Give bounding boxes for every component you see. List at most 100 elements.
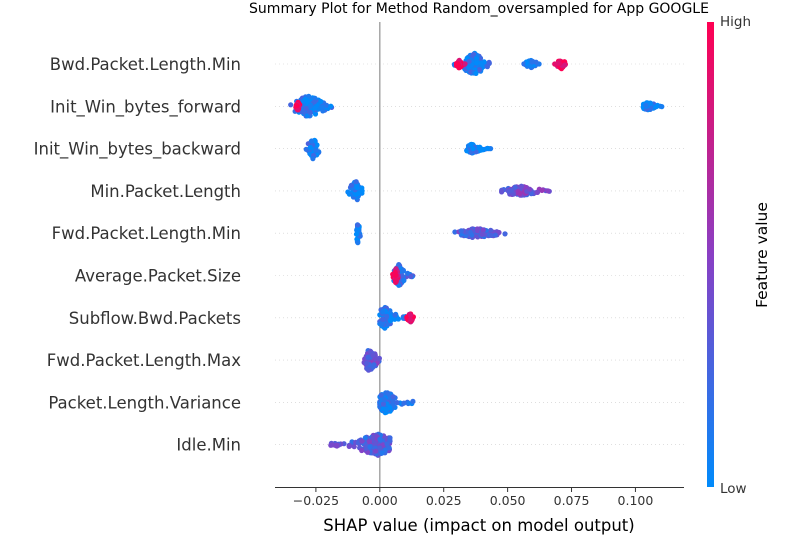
shap-point <box>307 103 313 109</box>
shap-point <box>392 312 398 318</box>
shap-point <box>395 316 401 322</box>
shap-point <box>647 100 653 106</box>
shap-point <box>377 445 383 451</box>
colorbar-high-label: High <box>720 14 751 30</box>
shap-point <box>365 449 371 455</box>
shap-point <box>303 105 309 111</box>
shap-point <box>469 232 475 238</box>
shap-point <box>362 435 368 441</box>
shap-point <box>334 442 340 448</box>
shap-point <box>363 445 369 451</box>
shap-point <box>359 438 365 444</box>
shap-point <box>521 61 527 67</box>
shap-point <box>470 146 476 152</box>
shap-point <box>518 184 524 190</box>
feature-label: Packet.Length.Variance <box>48 393 241 412</box>
shap-point <box>387 437 393 443</box>
shap-point <box>390 398 396 405</box>
shap-point <box>328 103 334 109</box>
shap-point <box>365 354 371 360</box>
feature-label: Fwd.Packet.Length.Min <box>52 224 241 243</box>
colorbar-title: Feature value <box>753 202 771 308</box>
shap-point <box>307 109 313 115</box>
shap-point <box>466 58 472 64</box>
shap-point <box>387 318 393 324</box>
x-tick-label: 0.025 <box>426 493 462 508</box>
feature-label: Idle.Min <box>176 436 241 455</box>
shap-point <box>380 401 387 407</box>
shap-point <box>353 231 360 237</box>
shap-point <box>304 98 310 104</box>
feature-label: Min.Packet.Length <box>90 182 241 201</box>
shap-point <box>367 444 373 450</box>
shap-point <box>318 98 324 105</box>
shap-point <box>492 232 498 238</box>
shap-point <box>379 450 385 456</box>
shap-point <box>304 113 310 119</box>
shap-point <box>383 406 390 413</box>
shap-point <box>475 228 481 234</box>
shap-point <box>345 189 351 195</box>
shap-point <box>384 313 390 319</box>
shap-point <box>659 104 665 110</box>
shap-point <box>384 441 390 447</box>
shap-point <box>488 232 494 238</box>
shap-point <box>330 442 336 448</box>
shap-point <box>380 442 386 448</box>
shap-point <box>410 398 416 404</box>
shap-point <box>484 145 491 151</box>
shap-point <box>393 279 399 285</box>
shap-point <box>378 392 384 398</box>
shap-point <box>512 184 518 190</box>
shap-point <box>469 62 475 68</box>
shap-point <box>545 188 551 194</box>
shap-point <box>376 355 382 361</box>
shap-point <box>392 272 399 278</box>
shap-point <box>396 262 402 268</box>
shap-point <box>370 352 376 358</box>
shap-point <box>476 67 482 73</box>
shap-point <box>377 436 383 442</box>
shap-point <box>359 447 365 454</box>
feature-label: Init_Win_bytes_forward <box>50 97 241 117</box>
shap-point <box>382 397 388 403</box>
x-tick-label: 0.100 <box>618 493 654 508</box>
shap-point <box>539 187 545 193</box>
x-tick-label: 0.000 <box>362 493 398 508</box>
shap-point <box>408 273 414 280</box>
shap-point <box>380 316 386 322</box>
shap-point <box>480 227 486 233</box>
shap-point <box>502 231 508 237</box>
feature-label: Fwd.Packet.Length.Max <box>47 351 241 370</box>
feature-label: Subflow.Bwd.Packets <box>69 309 241 328</box>
shap-point <box>455 61 461 67</box>
shap-point <box>407 312 413 318</box>
chart-title: Summary Plot for Method Random_oversampl… <box>249 1 709 17</box>
shap-point <box>364 360 370 366</box>
shap-point <box>355 222 361 228</box>
shap-point <box>380 309 386 315</box>
shap-point <box>401 277 407 284</box>
shap-point <box>373 448 379 454</box>
shap-point <box>480 147 486 153</box>
shap-point <box>533 59 539 65</box>
shap-point <box>478 60 484 66</box>
colorbar <box>707 22 714 487</box>
shap-point <box>479 231 485 237</box>
shap-point <box>371 362 377 368</box>
shap-point <box>458 228 464 234</box>
shap-point <box>499 189 505 195</box>
shap-point <box>355 240 361 246</box>
shap-point <box>312 105 318 111</box>
shap-point <box>310 156 316 162</box>
shap-point <box>384 390 391 396</box>
x-tick-label: 0.050 <box>490 493 526 508</box>
shap-point <box>301 109 307 115</box>
x-tick-label: −0.025 <box>293 493 339 508</box>
feature-label: Average.Packet.Size <box>75 267 241 286</box>
shap-point <box>351 444 357 450</box>
shap-point <box>517 190 523 197</box>
x-axis-ticks: −0.025 0.000 0.025 0.050 0.075 0.100 <box>293 487 654 508</box>
shap-point <box>473 70 479 76</box>
